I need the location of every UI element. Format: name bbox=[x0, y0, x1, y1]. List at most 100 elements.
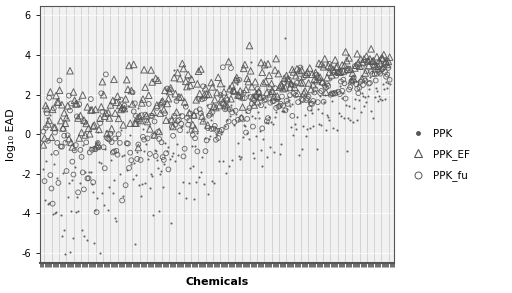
PPK_EF bbox=[358, 76, 366, 81]
PPK_EF bbox=[219, 100, 227, 104]
PPK_EF bbox=[58, 102, 66, 107]
PPK_fu bbox=[127, 158, 136, 163]
PPK_fu bbox=[307, 101, 315, 106]
PPK_EF bbox=[302, 72, 310, 77]
PPK_EF bbox=[381, 60, 389, 65]
PPK bbox=[127, 162, 136, 166]
PPK bbox=[244, 93, 252, 97]
PPK bbox=[316, 94, 324, 98]
PPK_fu bbox=[42, 111, 51, 116]
PPK_EF bbox=[311, 70, 319, 75]
PPK_EF bbox=[263, 90, 271, 95]
PPK_EF bbox=[312, 78, 321, 83]
PPK bbox=[382, 80, 390, 85]
PPK bbox=[330, 90, 338, 95]
PPK_EF bbox=[280, 76, 288, 81]
PPK_EF bbox=[108, 126, 116, 131]
PPK_EF bbox=[102, 111, 110, 115]
PPK_fu bbox=[352, 82, 360, 86]
PPK bbox=[49, 211, 57, 216]
PPK bbox=[271, 114, 279, 119]
PPK_EF bbox=[329, 67, 337, 71]
PPK_fu bbox=[205, 113, 213, 118]
PPK_EF bbox=[195, 69, 203, 74]
PPK_EF bbox=[204, 123, 212, 127]
PPK_fu bbox=[215, 129, 223, 133]
PPK bbox=[374, 99, 382, 103]
PPK bbox=[124, 104, 132, 109]
PPK_EF bbox=[306, 66, 314, 70]
PPK_EF bbox=[266, 91, 274, 96]
PPK_fu bbox=[150, 133, 158, 138]
PPK_fu bbox=[207, 127, 216, 131]
PPK_EF bbox=[327, 65, 335, 69]
PPK bbox=[321, 93, 329, 97]
PPK bbox=[140, 149, 148, 154]
PPK_fu bbox=[198, 97, 206, 102]
PPK_EF bbox=[221, 103, 229, 107]
PPK bbox=[354, 82, 362, 87]
PPK_EF bbox=[227, 96, 235, 101]
PPK bbox=[195, 174, 203, 179]
PPK bbox=[215, 159, 223, 164]
PPK_EF bbox=[164, 96, 173, 101]
PPK_EF bbox=[163, 101, 172, 106]
PPK_fu bbox=[374, 68, 382, 72]
PPK_fu bbox=[103, 136, 111, 140]
PPK_fu bbox=[378, 67, 387, 71]
PPK_fu bbox=[266, 100, 274, 105]
PPK_EF bbox=[192, 98, 200, 102]
PPK bbox=[41, 159, 50, 163]
PPK_fu bbox=[109, 150, 117, 155]
PPK bbox=[267, 120, 275, 125]
PPK_EF bbox=[247, 69, 255, 73]
PPK_fu bbox=[293, 81, 301, 85]
PPK_EF bbox=[60, 110, 68, 115]
PPK_EF bbox=[188, 122, 197, 127]
PPK_fu bbox=[311, 87, 319, 92]
PPK_EF bbox=[237, 115, 245, 120]
PPK bbox=[112, 219, 120, 224]
PPK bbox=[163, 148, 172, 153]
PPK_fu bbox=[160, 158, 168, 162]
PPK_fu bbox=[220, 102, 228, 107]
PPK_fu bbox=[226, 107, 234, 112]
PPK_fu bbox=[152, 154, 160, 158]
PPK_fu bbox=[298, 98, 307, 102]
PPK bbox=[99, 202, 108, 207]
PPK_fu bbox=[165, 87, 174, 92]
PPK_fu bbox=[306, 106, 314, 111]
PPK bbox=[366, 75, 374, 80]
PPK bbox=[111, 216, 119, 220]
PPK_EF bbox=[264, 62, 272, 66]
PPK_fu bbox=[105, 137, 114, 142]
PPK_fu bbox=[339, 77, 347, 82]
PPK_fu bbox=[368, 71, 376, 76]
PPK_EF bbox=[179, 66, 187, 71]
PPK_EF bbox=[228, 84, 236, 88]
PPK_EF bbox=[191, 126, 199, 131]
PPK_EF bbox=[145, 93, 153, 98]
PPK_EF bbox=[349, 71, 357, 76]
PPK bbox=[241, 124, 249, 129]
PPK_EF bbox=[289, 70, 297, 74]
PPK_EF bbox=[245, 43, 253, 48]
PPK bbox=[288, 101, 296, 106]
PPK bbox=[275, 152, 284, 157]
PPK_EF bbox=[374, 64, 382, 68]
PPK bbox=[225, 164, 233, 168]
PPK bbox=[214, 129, 222, 134]
PPK bbox=[156, 172, 164, 176]
PPK_EF bbox=[345, 56, 353, 60]
PPK bbox=[331, 70, 339, 75]
PPK_EF bbox=[278, 84, 286, 88]
PPK bbox=[369, 116, 377, 121]
PPK_fu bbox=[380, 65, 388, 70]
PPK bbox=[383, 86, 391, 91]
PPK_EF bbox=[71, 98, 79, 103]
PPK bbox=[90, 241, 98, 246]
PPK_EF bbox=[359, 60, 367, 65]
PPK bbox=[368, 68, 376, 73]
PPK_EF bbox=[225, 59, 233, 64]
PPK_fu bbox=[153, 105, 161, 110]
